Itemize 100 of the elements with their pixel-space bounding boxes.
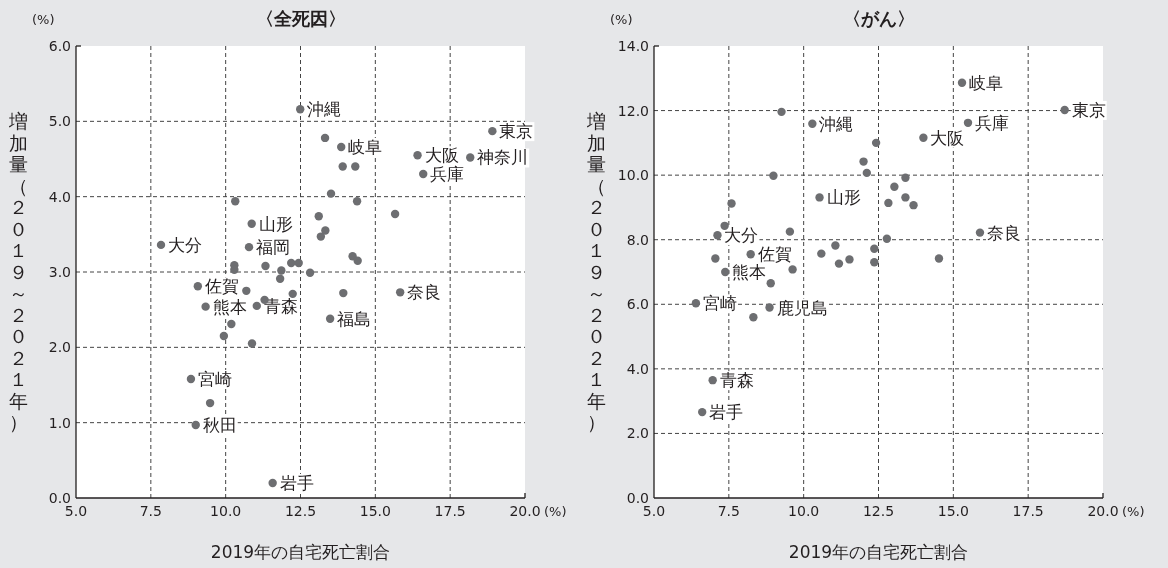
- y-tick-label: 8.0: [626, 231, 649, 248]
- y-tick-label: 0.0: [626, 490, 649, 506]
- point: [890, 182, 899, 191]
- point: [815, 193, 824, 202]
- point: [963, 118, 973, 128]
- y-tick-label: 4.0: [48, 188, 71, 205]
- point: [870, 258, 879, 267]
- point: [219, 331, 229, 341]
- point: [488, 126, 497, 136]
- point: [766, 279, 775, 288]
- point: [156, 240, 166, 250]
- y-tick-label: 4.0: [626, 360, 649, 377]
- annotation: 兵庫: [975, 113, 1009, 133]
- point: [353, 256, 362, 265]
- annotation: 大分: [168, 235, 203, 255]
- annotation: 岐阜: [348, 137, 383, 157]
- point: [395, 288, 405, 297]
- point: [186, 374, 196, 384]
- point: [320, 133, 330, 143]
- y-tick-label: 2.0: [626, 425, 649, 442]
- point: [261, 261, 270, 271]
- point: [390, 209, 400, 219]
- point: [691, 299, 701, 308]
- x-axis-title: 2019年の自宅死亡割合: [788, 542, 969, 562]
- annotation: 岐阜: [969, 73, 1004, 93]
- annotation: 佐賀: [757, 245, 792, 265]
- y-tick-label: 10.0: [617, 167, 649, 184]
- point: [788, 265, 797, 274]
- point: [711, 254, 720, 263]
- point: [252, 301, 261, 311]
- x-tick-label: 17.5: [434, 503, 466, 519]
- annotation: 佐賀: [204, 277, 239, 297]
- point: [321, 226, 330, 235]
- x-tick-label: 15.0: [937, 503, 969, 519]
- x-tick-label: 7.5: [139, 503, 162, 519]
- annotation: 宮崎: [702, 294, 737, 314]
- point: [314, 212, 323, 221]
- annotation: 神奈川: [477, 148, 529, 168]
- point: [275, 274, 285, 283]
- point: [901, 193, 910, 202]
- point: [244, 242, 254, 252]
- point: [288, 289, 297, 299]
- point: [808, 119, 817, 129]
- point: [934, 254, 944, 263]
- y-tick-label: 12.0: [617, 102, 649, 119]
- y-tick-label: 6.0: [48, 38, 71, 54]
- point: [201, 302, 210, 311]
- point: [765, 303, 774, 312]
- annotation: 兵庫: [430, 165, 465, 185]
- point: [871, 138, 881, 148]
- point: [339, 288, 348, 298]
- x-tick-label: 17.5: [1012, 503, 1044, 519]
- point: [834, 259, 844, 268]
- annotation: 奈良: [986, 223, 1021, 243]
- point: [466, 153, 475, 162]
- x-tick-label: 15.0: [359, 503, 391, 519]
- point: [287, 258, 296, 268]
- annotation: 岩手: [279, 473, 314, 493]
- point: [325, 314, 335, 323]
- point: [419, 169, 428, 179]
- text: 増加量（２０１９～２０２１年）: [586, 110, 606, 433]
- annotation: 沖縄: [307, 100, 342, 120]
- annotation: 大分: [724, 226, 759, 246]
- point: [413, 151, 422, 160]
- point: [1060, 105, 1069, 115]
- annotation: 青森: [719, 371, 754, 391]
- annotation: 熊本: [212, 297, 247, 317]
- x-tick-label: 20.0: [1087, 503, 1119, 519]
- annotation: 熊本: [732, 263, 767, 282]
- x-tick-label: 7.5: [717, 503, 740, 519]
- annotation: 奈良: [407, 283, 442, 303]
- point: [193, 282, 203, 291]
- x-tick-label: 12.5: [284, 503, 317, 519]
- point: [697, 407, 707, 417]
- y-tick-label: 6.0: [626, 296, 649, 313]
- annotation: 大阪: [424, 146, 459, 166]
- point: [316, 232, 326, 241]
- point: [205, 398, 215, 408]
- x-tick-label: 5.0: [642, 503, 666, 519]
- x-tick-label: 10.0: [788, 503, 820, 519]
- point: [870, 244, 879, 253]
- text: (%): [32, 12, 55, 27]
- x-tick-label: 10.0: [210, 503, 242, 519]
- point: [919, 133, 928, 142]
- y-tick-label: 14.0: [617, 38, 649, 54]
- text: (%): [544, 504, 567, 519]
- point: [305, 268, 315, 277]
- annotation: 鹿児島: [776, 298, 828, 318]
- point: [727, 199, 736, 208]
- annotation: 山形: [826, 188, 861, 208]
- point: [749, 313, 758, 322]
- annotation: 青森: [263, 296, 298, 316]
- text: (%): [1122, 504, 1145, 519]
- y-tick-label: 1.0: [48, 414, 71, 431]
- point: [859, 157, 868, 166]
- x-tick-label: 20.0: [509, 503, 541, 519]
- point: [337, 142, 346, 152]
- point: [721, 267, 730, 277]
- point: [227, 319, 236, 329]
- x-axis-title: 2019年の自宅死亡割合: [210, 542, 391, 562]
